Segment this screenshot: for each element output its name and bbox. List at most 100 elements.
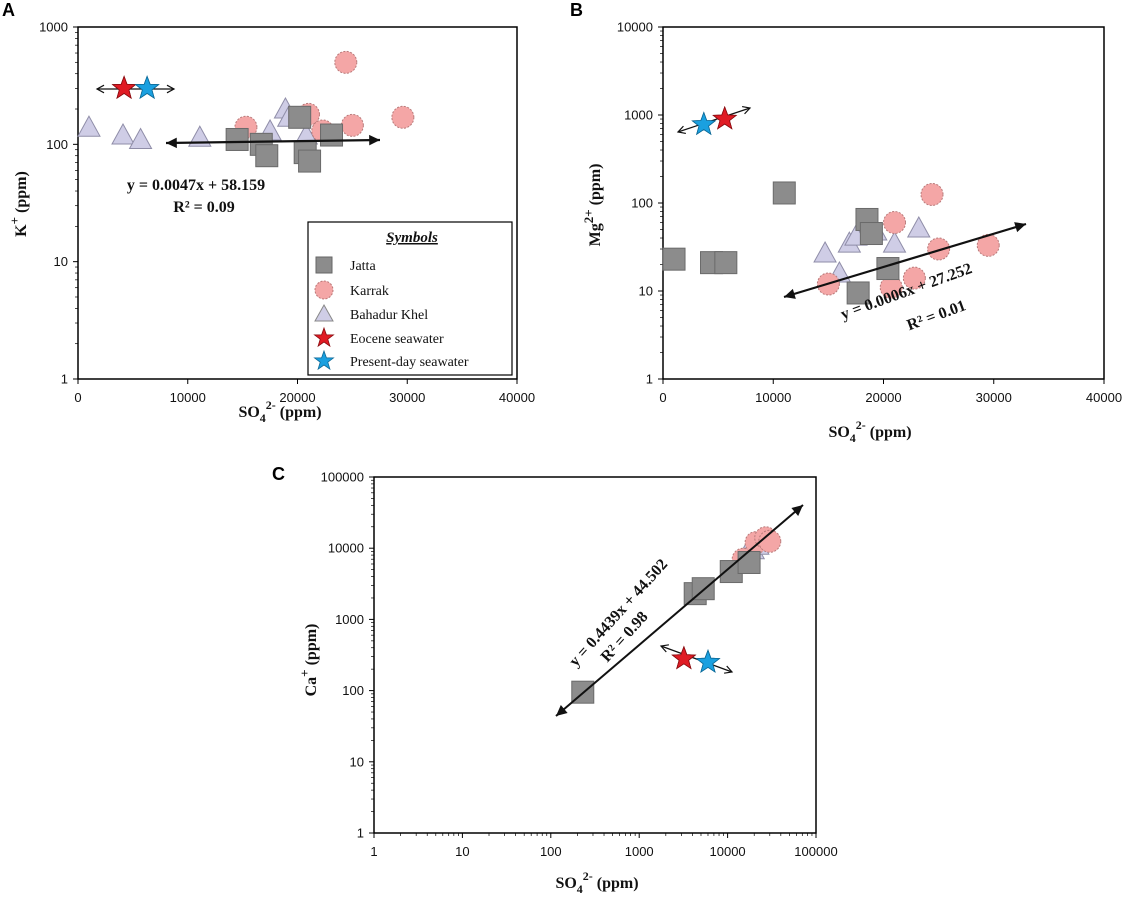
- legend-jatta-icon: [315, 256, 333, 274]
- legend-box: [307, 221, 513, 376]
- panel-a-jatta-point: [255, 144, 279, 168]
- panel-c-trend-arrow: [555, 504, 804, 717]
- panel-a-xtick-label: 10000: [170, 390, 206, 405]
- panel-b-seawater-arrow: [676, 105, 752, 135]
- panel-c-xtick-label: 100: [540, 844, 562, 859]
- panel-b-bahadur-khel-point: [906, 215, 931, 238]
- panel-c-ylabel: Ca+ (ppm): [297, 624, 320, 697]
- panel-a-letter: A: [2, 0, 15, 20]
- panel-a-trend-arrow: [165, 134, 381, 149]
- legend-present-label: Present-day seawater: [350, 355, 469, 370]
- legend: Symbols Jatta Karrak Bahadur Khel Eocene…: [307, 221, 513, 376]
- legend-eocene-label: Eocene seawater: [350, 332, 444, 347]
- panel-b-jatta-point: [846, 281, 870, 305]
- panel-b-xtick-label: 0: [659, 390, 666, 405]
- panel-c-xtick-label: 10: [455, 844, 469, 859]
- panel-c-ytick-label: 1: [357, 826, 364, 841]
- panel-a-bahadur-khel-point: [111, 123, 135, 145]
- panel-c-xlabel: SO42- (ppm): [555, 869, 638, 896]
- panel-a-ytick-label: 1: [61, 372, 68, 387]
- panel-a-xtick-label: 40000: [499, 390, 535, 405]
- panel-b-jatta-point: [859, 222, 883, 246]
- panel-b-eocene-seawater-star: [712, 105, 738, 130]
- panel-c-arrows: [555, 504, 804, 717]
- panel-b-arrows: [676, 105, 1027, 299]
- panel-b-ylabel: Mg2+ (ppm): [581, 164, 604, 247]
- panel-b-bahadur-khel-point: [882, 231, 907, 253]
- panel-c-plot-frame: [373, 476, 817, 834]
- panel-a-ticks: 0 10000 20000 30000 40000 1 10 100 1000: [39, 20, 535, 406]
- panel-c: C 1 10 100 1000 10000 100000 1 10 100 1000 10000 10…: [272, 464, 838, 896]
- panel-c-xtick-label: 1: [370, 844, 377, 859]
- panel-a-jatta-point: [225, 127, 249, 151]
- panel-a-equation: y = 0.0047x + 58.159: [127, 177, 265, 194]
- panel-b-plot-frame: [662, 26, 1105, 380]
- panel-b-karrak-point: [920, 182, 944, 206]
- panel-b-ytick-label: 10: [639, 284, 653, 299]
- panel-c-ytick-label: 100000: [321, 470, 364, 485]
- panel-a-seawater-arrow: [95, 84, 176, 94]
- panel-b-bahadur-khel-point: [813, 241, 837, 263]
- panel-c-karrak-point: [758, 529, 782, 553]
- panel-c-present-day-seawater-star: [695, 649, 721, 673]
- panel-a-jatta-point: [288, 105, 312, 129]
- panel-b-jatta-point: [714, 251, 738, 275]
- panel-b-r2: R² = 0.01: [905, 297, 969, 334]
- panel-b-karrak-point: [902, 266, 926, 290]
- panel-a-xtick-label: 0: [74, 390, 81, 405]
- panel-b-points: [662, 105, 1000, 305]
- panel-b-present-day-seawater-star: [691, 111, 717, 136]
- panel-b-xtick-label: 40000: [1086, 390, 1122, 405]
- panel-b-xtick-label: 20000: [865, 390, 901, 405]
- panel-b-karrak-point: [927, 237, 951, 261]
- panel-b: B 0 10000 20000 30000 40000 1 10 100 1000 10000 S…: [570, 0, 1122, 445]
- panel-c-ytick-label: 100: [342, 683, 364, 698]
- panel-a-bahadur-khel-point: [77, 115, 101, 137]
- panel-c-ytick-label: 1000: [335, 612, 364, 627]
- panel-a-ytick-label: 100: [46, 137, 68, 152]
- panel-a: A 0 10000 20000 30000 40000 1 10 100 1000 SO42- …: [2, 0, 535, 425]
- legend-jatta-label: Jatta: [350, 259, 376, 274]
- panel-b-karrak-point: [879, 275, 903, 299]
- panel-a-eocene-seawater-star: [111, 75, 137, 100]
- panel-c-ytick-label: 10000: [328, 541, 364, 556]
- panel-a-present-day-seawater-star: [134, 75, 160, 100]
- panel-c-xtick-label: 10000: [710, 844, 746, 859]
- panel-c-xtick-label: 1000: [625, 844, 654, 859]
- panel-b-xtick-label: 30000: [976, 390, 1012, 405]
- panel-a-points: [77, 50, 415, 173]
- panel-a-bahadur-khel-point: [128, 127, 153, 149]
- panel-c-eocene-seawater-star: [671, 645, 697, 670]
- panel-b-ytick-label: 100: [631, 196, 653, 211]
- panel-a-xtick-label: 30000: [389, 390, 425, 405]
- panel-a-xlabel: SO42- (ppm): [238, 398, 321, 425]
- panel-b-xlabel: SO42- (ppm): [828, 418, 911, 445]
- panel-a-jatta-point: [320, 123, 344, 147]
- panel-a-karrak-point: [334, 50, 358, 74]
- legend-bahadur-khel-icon: [314, 303, 334, 322]
- panel-b-jatta-point: [662, 247, 686, 271]
- panel-c-ytick-label: 10: [350, 754, 364, 769]
- legend-present-star-icon: [313, 349, 335, 371]
- panel-a-karrak-point: [391, 105, 415, 129]
- panel-a-karrak-point: [340, 113, 364, 137]
- panel-b-karrak-point: [883, 211, 907, 235]
- panel-b-xtick-label: 10000: [755, 390, 791, 405]
- legend-eocene-star-icon: [313, 326, 335, 348]
- panel-b-jatta-point: [772, 181, 796, 205]
- panel-b-trend-arrow: [783, 222, 1027, 299]
- legend-title: Symbols: [386, 230, 438, 246]
- panel-c-jatta-point: [737, 550, 761, 574]
- panel-b-ytick-label: 10000: [617, 20, 653, 35]
- panel-b-ticks: 0 10000 20000 30000 40000 1 10 100 1000 10000: [617, 20, 1122, 406]
- panel-a-ytick-label: 1000: [39, 20, 68, 35]
- panel-c-letter: C: [272, 464, 285, 484]
- legend-karrak-label: Karrak: [350, 284, 389, 299]
- panel-a-xtick-label: 20000: [279, 390, 315, 405]
- panel-b-karrak-point: [976, 233, 1000, 257]
- panel-a-ytick-label: 10: [54, 254, 68, 269]
- panel-a-r2: R² = 0.09: [173, 199, 234, 216]
- legend-karrak-icon: [314, 280, 334, 300]
- panel-a-jatta-point: [298, 149, 322, 173]
- panel-b-ytick-label: 1000: [624, 108, 653, 123]
